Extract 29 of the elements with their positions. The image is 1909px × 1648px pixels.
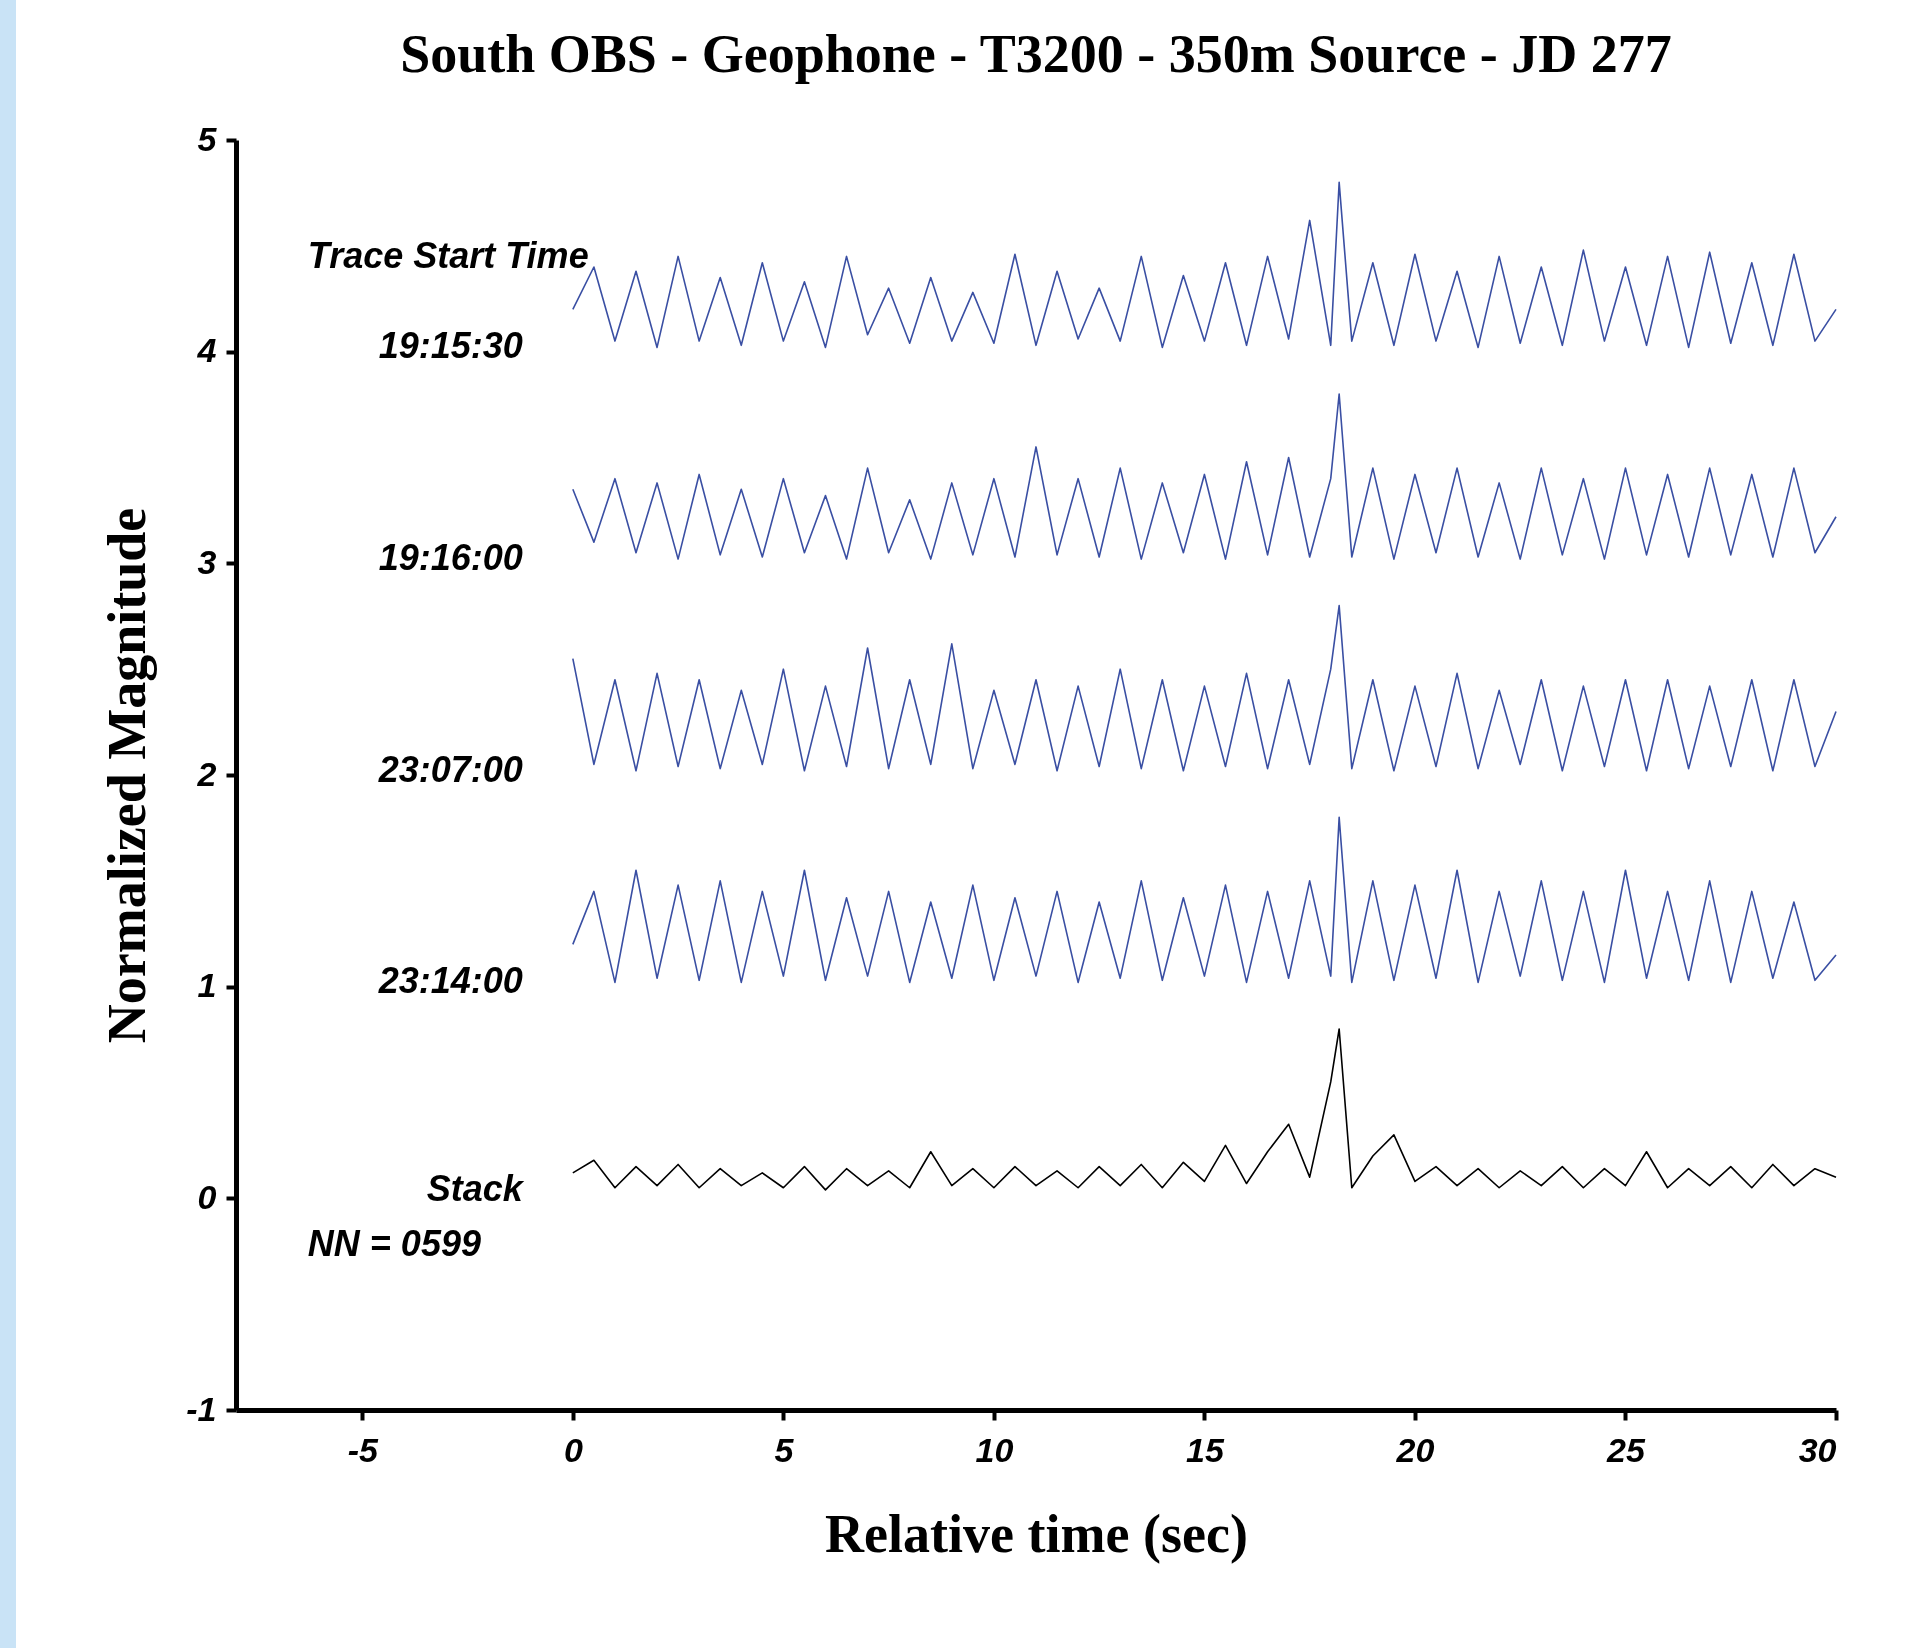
x-tick-label: -5	[347, 1430, 380, 1469]
y-tick-label: -1	[186, 1389, 217, 1428]
x-axis-title: Relative time (sec)	[825, 1503, 1248, 1564]
line-series	[572, 393, 1837, 560]
x-tick-label: 20	[1395, 1430, 1435, 1469]
x-tick-label: 10	[975, 1430, 1014, 1469]
y-axis-title: Normalized Magnitude	[97, 507, 158, 1044]
series-label: Stack	[426, 1167, 525, 1209]
annotation: Trace Start Time	[307, 235, 589, 277]
y-tick-label: 4	[196, 331, 217, 370]
series-label: 23:07:00	[377, 748, 523, 790]
x-tick-label: 30	[1798, 1430, 1837, 1469]
y-tick-label: 2	[196, 754, 217, 793]
x-tick-label: 0	[563, 1430, 583, 1469]
annotation: NN = 0599	[307, 1222, 481, 1264]
y-tick-label: 5	[197, 119, 218, 158]
x-tick-label: 5	[774, 1430, 795, 1469]
chart-title: South OBS - Geophone - T3200 - 350m Source - JD 277	[400, 24, 1672, 84]
series-label: 23:14:00	[377, 960, 523, 1002]
series-label: 19:16:00	[378, 537, 523, 579]
series-label: 19:15:30	[378, 325, 523, 367]
y-tick-label: 0	[197, 1177, 217, 1216]
x-tick-label: 15	[1186, 1430, 1225, 1469]
x-tick-label: 25	[1606, 1430, 1646, 1469]
line-series	[572, 604, 1837, 772]
line-series	[572, 816, 1837, 984]
y-tick-label: 1	[197, 966, 217, 1005]
line-series	[572, 1028, 1837, 1191]
y-tick-label: 3	[197, 542, 217, 581]
